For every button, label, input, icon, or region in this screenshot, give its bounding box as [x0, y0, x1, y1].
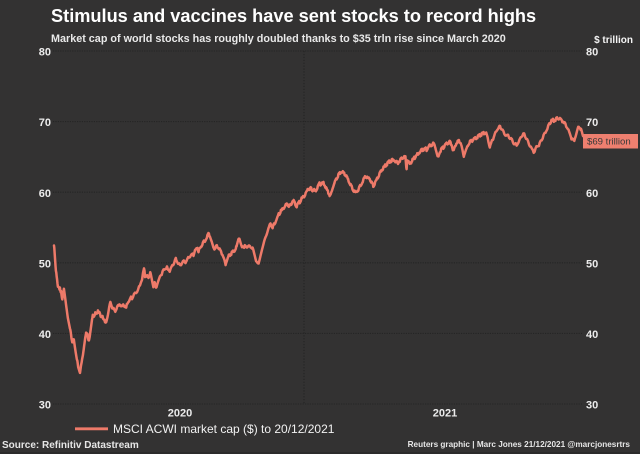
- svg-text:40: 40: [586, 329, 598, 341]
- svg-text:60: 60: [39, 188, 51, 200]
- svg-text:60: 60: [586, 188, 598, 200]
- svg-text:$69 trillion: $69 trillion: [587, 137, 631, 148]
- svg-text:30: 30: [39, 400, 51, 412]
- svg-text:30: 30: [586, 400, 598, 412]
- svg-text:40: 40: [39, 329, 51, 341]
- svg-text:2020: 2020: [168, 407, 192, 419]
- svg-text:70: 70: [586, 117, 598, 129]
- svg-text:70: 70: [39, 117, 51, 129]
- svg-text:50: 50: [39, 258, 51, 270]
- svg-text:80: 80: [586, 47, 598, 59]
- svg-text:MSCI ACWI market cap ($) to 20: MSCI ACWI market cap ($) to 20/12/2021: [113, 422, 335, 436]
- svg-text:50: 50: [586, 258, 598, 270]
- svg-text:80: 80: [39, 47, 51, 59]
- svg-text:2021: 2021: [433, 407, 457, 419]
